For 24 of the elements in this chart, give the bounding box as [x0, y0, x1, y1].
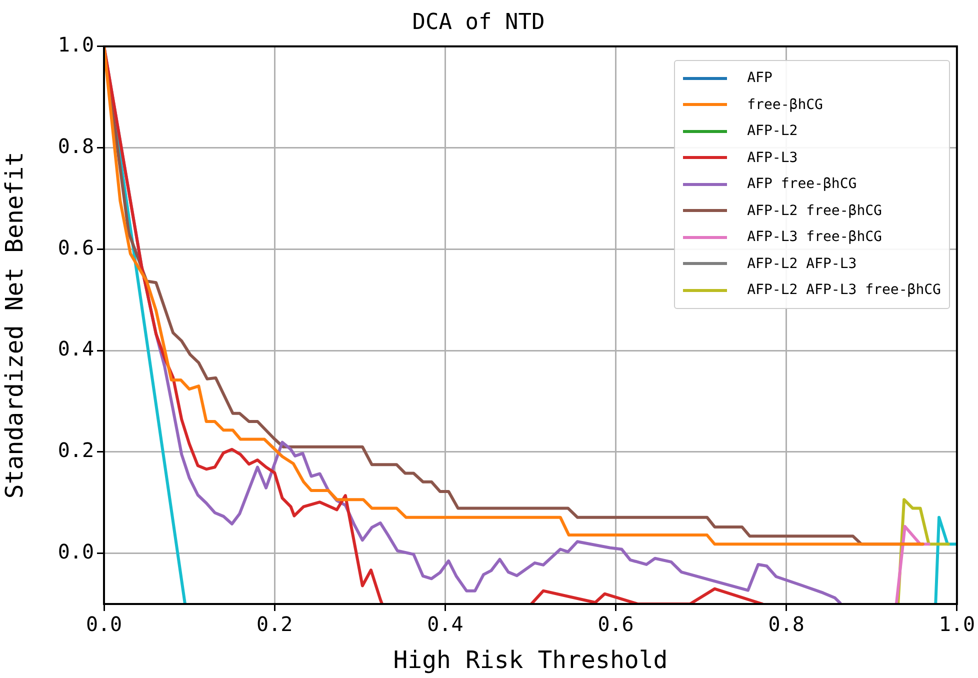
- x-tick-label: 0.8: [768, 612, 804, 636]
- x-axis-title: High Risk Threshold: [393, 646, 668, 674]
- legend-label: AFP-L2 free-βhCG: [747, 202, 882, 219]
- legend-label: AFP-L3 free-βhCG: [747, 229, 882, 246]
- legend-label: AFP free-βhCG: [747, 176, 857, 192]
- y-tick-label: 0.4: [58, 336, 94, 361]
- y-tick-label: 0.8: [58, 134, 94, 158]
- y-tick-label: 1.0: [58, 32, 94, 57]
- legend-label: AFP-L2 AFP-L3: [747, 256, 857, 272]
- y-tick-label: 0.2: [58, 438, 94, 462]
- x-tick-label: 0.6: [598, 612, 634, 636]
- legend-label: AFP-L3: [747, 150, 798, 166]
- x-tick-label: 0.2: [256, 612, 293, 636]
- y-axis-title: Standardized Net Benefit: [0, 152, 29, 499]
- x-tick-label: 0.4: [427, 612, 464, 636]
- y-tick-label: 0.6: [58, 235, 94, 260]
- legend-label: AFP-L2 AFP-L3 free-βhCG: [747, 282, 941, 298]
- legend-label: AFP-L2: [747, 123, 798, 140]
- legend-label: AFP: [747, 70, 772, 86]
- chart-title: DCA of NTD: [412, 10, 545, 35]
- x-tick-label: 0.0: [86, 612, 122, 636]
- x-tick-label: 1.0: [938, 612, 975, 636]
- y-tick-label: 0.0: [58, 540, 94, 564]
- legend-label: free-βhCG: [747, 96, 823, 113]
